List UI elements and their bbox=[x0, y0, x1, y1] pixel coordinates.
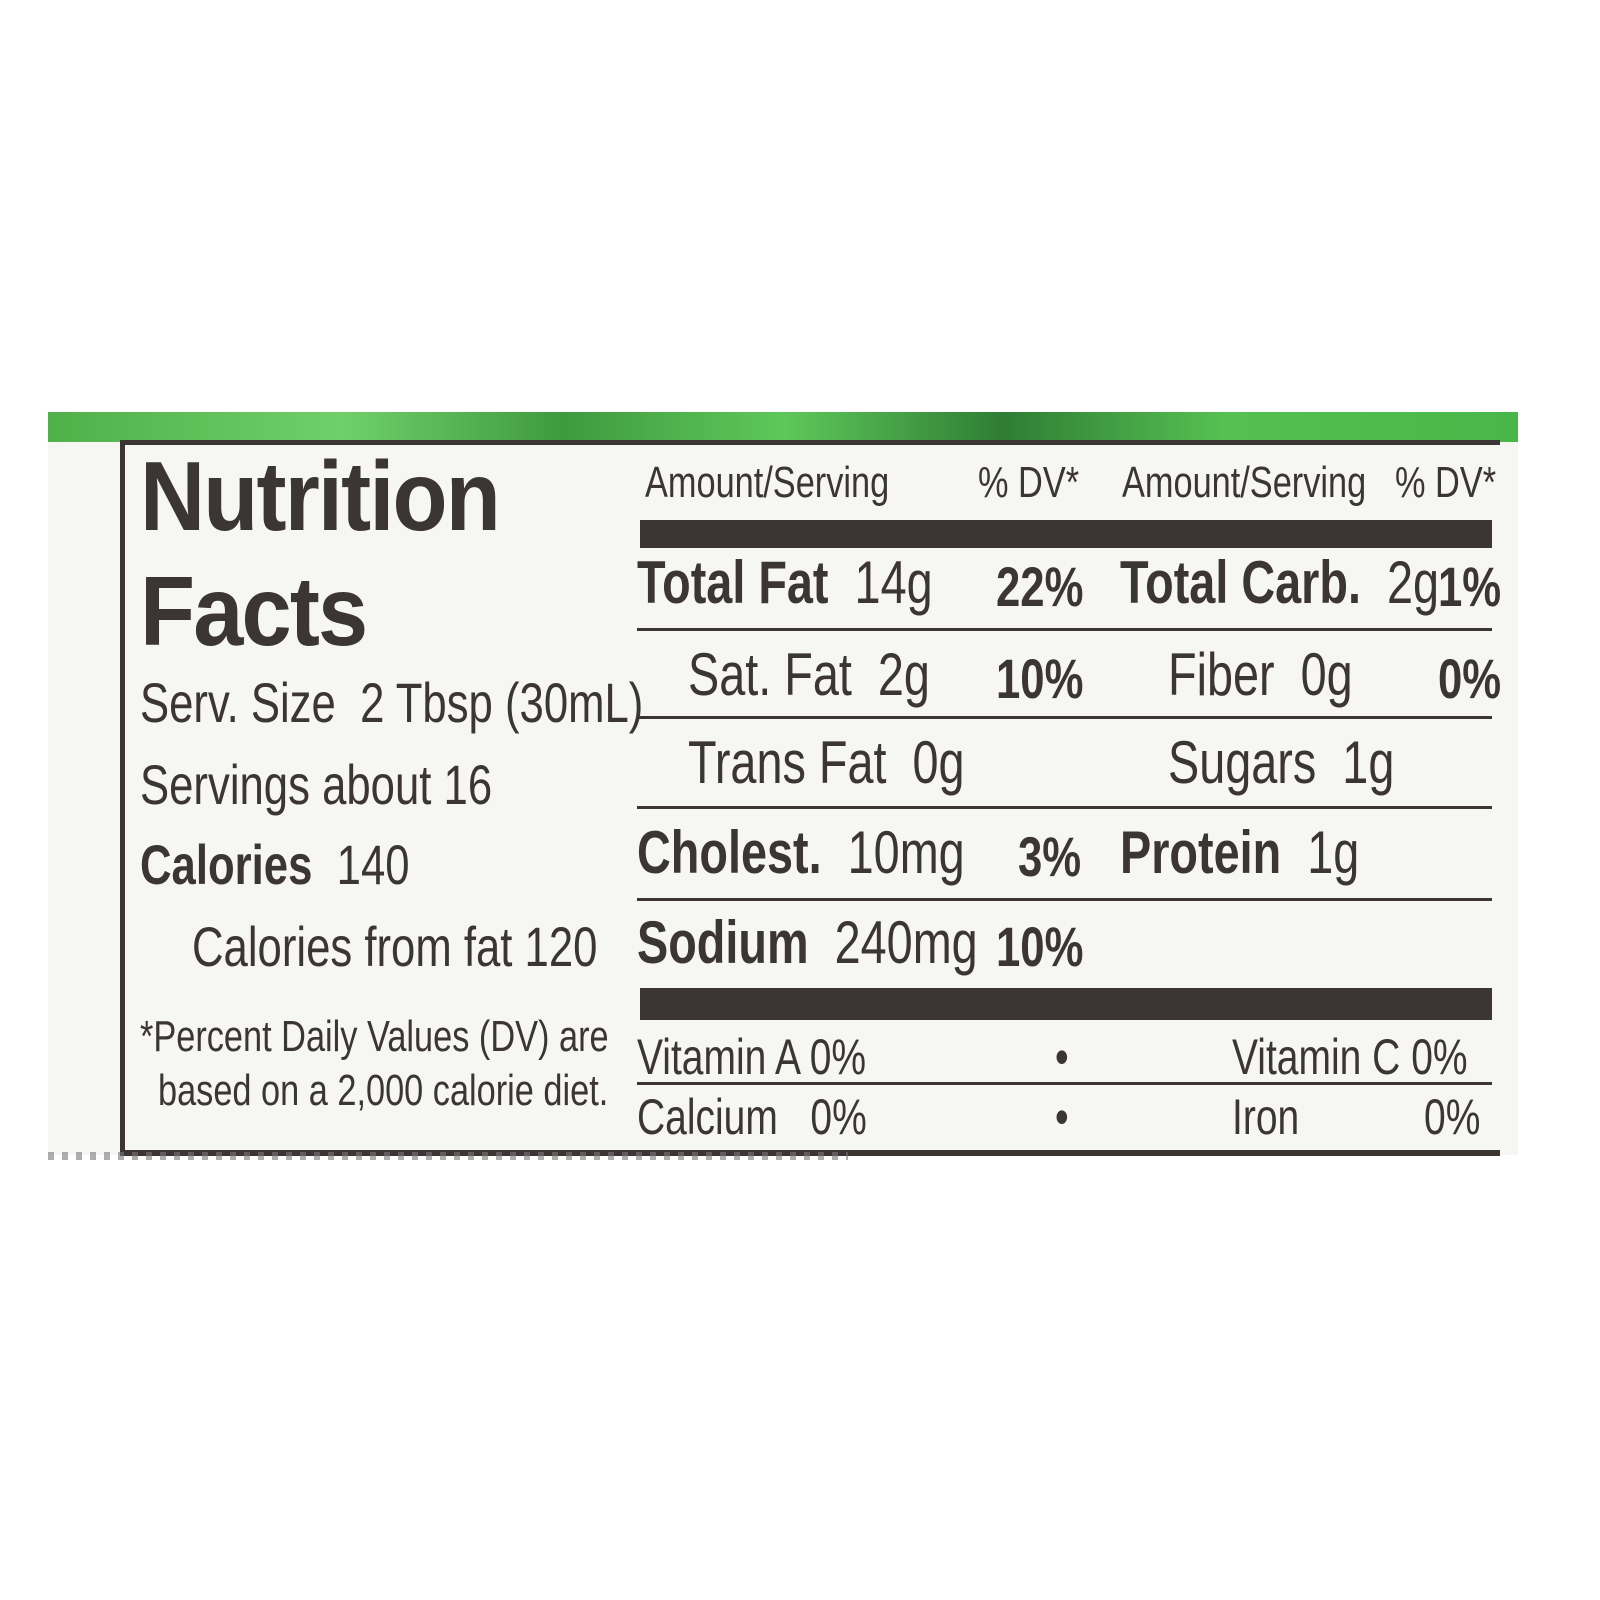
calories-from-fat: Calories from fat 120 bbox=[192, 915, 598, 978]
nutrient-row-right: Fiber 0g bbox=[1168, 640, 1353, 709]
title-nutrition: Nutrition bbox=[140, 441, 501, 551]
row-divider bbox=[637, 628, 1492, 631]
nutrient-dv: 10% bbox=[996, 647, 1084, 710]
header-amount-right: Amount/Serving bbox=[1122, 458, 1367, 507]
serving-size-label: Serv. Size bbox=[140, 671, 336, 734]
nutrient-amount: 0g bbox=[912, 729, 965, 796]
ingredients-cutoff bbox=[48, 1152, 848, 1160]
calories: Calories 140 bbox=[140, 832, 410, 897]
nutrient-dv: 0% bbox=[1438, 647, 1502, 710]
header-dv-left: % DV* bbox=[978, 458, 1080, 507]
nutrient-dv: 22% bbox=[996, 555, 1084, 618]
calcium: Calcium 0% bbox=[637, 1088, 867, 1146]
thick-rule-top bbox=[640, 520, 1492, 548]
title-facts: Facts bbox=[140, 556, 368, 666]
nutrient-row-right: Total Carb. 2g bbox=[1120, 548, 1439, 617]
thick-rule-bottom bbox=[640, 988, 1492, 1020]
nutrient-dv: 3% bbox=[1018, 825, 1082, 888]
green-field-graphic bbox=[48, 412, 1518, 442]
nutrient-amount: 2g bbox=[877, 641, 930, 708]
nutrient-name: Total Fat bbox=[637, 549, 829, 616]
nutrient-dv: 1% bbox=[1438, 555, 1502, 618]
nutrient-amount: 0g bbox=[1300, 641, 1353, 708]
nutrient-amount: 1g bbox=[1307, 819, 1360, 886]
nutrient-amount: 10mg bbox=[847, 819, 965, 886]
calories-value: 140 bbox=[336, 833, 410, 896]
calcium-dv: 0% bbox=[810, 1089, 867, 1145]
footnote-line1: *Percent Daily Values (DV) are bbox=[140, 1012, 609, 1061]
nutrient-name: Sugars bbox=[1168, 729, 1317, 796]
nutrient-row-left: Trans Fat 0g bbox=[688, 728, 965, 797]
nutrient-name: Protein bbox=[1120, 819, 1282, 886]
bullet: • bbox=[1055, 1089, 1069, 1145]
nutrient-dv: 10% bbox=[996, 915, 1084, 978]
nutrient-row-right: Sugars 1g bbox=[1168, 728, 1394, 797]
header-amount-left: Amount/Serving bbox=[645, 458, 890, 507]
vitamin-a: Vitamin A 0% bbox=[637, 1028, 866, 1086]
column-gap bbox=[630, 440, 634, 1152]
bullet: • bbox=[1055, 1029, 1069, 1085]
row-divider bbox=[637, 806, 1492, 809]
row-divider bbox=[637, 898, 1492, 901]
nutrient-row-right: Protein 1g bbox=[1120, 818, 1359, 887]
nutrient-name: Total Carb. bbox=[1120, 549, 1361, 616]
nutrient-amount: 2g bbox=[1386, 549, 1440, 616]
header-dv-right: % DV* bbox=[1395, 458, 1497, 507]
row-divider bbox=[637, 716, 1492, 719]
nutrient-name: Sodium bbox=[637, 909, 809, 976]
iron-dv: 0% bbox=[1424, 1089, 1481, 1145]
nutrient-row-left: Total Fat 14g bbox=[637, 548, 933, 617]
nutrient-name: Sat. Fat bbox=[688, 641, 852, 708]
calcium-name: Calcium bbox=[637, 1089, 778, 1145]
serving-size-value: 2 Tbsp (30mL) bbox=[360, 671, 644, 734]
servings-per-container: Servings about 16 bbox=[140, 753, 493, 816]
nutrient-row-left: Sodium 240mg bbox=[637, 908, 978, 977]
nutrient-row-left: Cholest. 10mg bbox=[637, 818, 965, 887]
nutrient-name: Fiber bbox=[1168, 641, 1275, 708]
vitamin-a-name: Vitamin A bbox=[637, 1029, 799, 1085]
nutrient-amount: 240mg bbox=[834, 909, 978, 976]
vitamin-c: Vitamin C 0% bbox=[1232, 1028, 1468, 1086]
vitamin-a-dv: 0% bbox=[809, 1029, 867, 1085]
vitamin-c-name: Vitamin C bbox=[1232, 1029, 1401, 1085]
vitamin-c-dv: 0% bbox=[1411, 1029, 1468, 1085]
nutrient-name: Cholest. bbox=[637, 819, 822, 886]
footnote-line2: based on a 2,000 calorie diet. bbox=[158, 1066, 609, 1115]
nutrient-row-left: Sat. Fat 2g bbox=[688, 640, 930, 709]
nutrient-amount: 14g bbox=[854, 549, 933, 616]
serving-size: Serv. Size 2 Tbsp (30mL) bbox=[140, 670, 643, 735]
nutrient-name: Trans Fat bbox=[688, 729, 887, 796]
vitamin-divider bbox=[637, 1082, 1492, 1085]
iron-name: Iron bbox=[1232, 1089, 1300, 1145]
calories-label: Calories bbox=[140, 833, 313, 896]
nutrient-amount: 1g bbox=[1342, 729, 1395, 796]
